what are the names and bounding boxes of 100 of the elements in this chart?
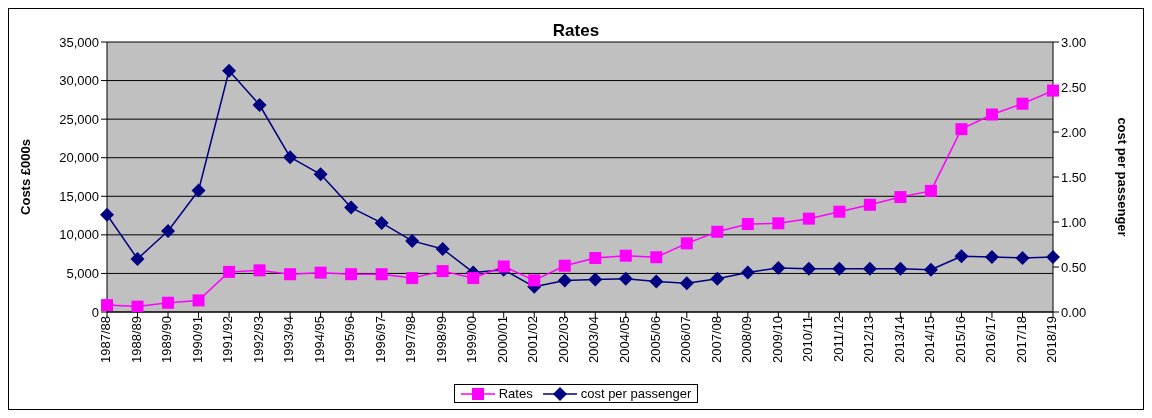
point — [1046, 250, 1060, 265]
point — [802, 212, 815, 225]
point — [833, 205, 846, 218]
point — [161, 224, 176, 238]
point — [192, 294, 205, 307]
point — [130, 251, 145, 266]
x-tick-label: 1988/89 — [128, 316, 144, 363]
point — [618, 271, 633, 286]
point — [345, 268, 358, 281]
point — [923, 262, 938, 277]
point — [374, 215, 389, 230]
point — [863, 198, 876, 211]
x-tick-label: 2002/03 — [555, 316, 571, 363]
y2-tick-label: 0.00 — [1061, 304, 1087, 320]
x-tick-label: 1993/94 — [281, 316, 297, 363]
point — [528, 274, 541, 287]
point — [740, 265, 755, 280]
point — [101, 299, 113, 312]
x-tick-label: 2018/19 — [1044, 316, 1060, 363]
x-tick-label: 2010/11 — [800, 316, 816, 363]
y-tick-label: 10,000 — [59, 227, 99, 243]
point — [253, 264, 266, 277]
point — [406, 272, 419, 285]
x-tick-label: 2016/17 — [983, 316, 999, 363]
point — [252, 98, 267, 112]
x-tick-label: 2011/12 — [830, 316, 846, 363]
point — [435, 242, 450, 256]
x-tick-label: 2000/01 — [494, 316, 510, 363]
y-tick-label: 25,000 — [59, 111, 99, 127]
x-tick-label: 2005/06 — [647, 316, 663, 363]
y2-tick-label: 1.00 — [1061, 214, 1087, 230]
point — [954, 249, 969, 264]
x-tick-label: 1992/93 — [250, 316, 266, 363]
point — [223, 265, 236, 278]
x-tick-label: 2014/15 — [922, 316, 938, 363]
x-tick-label: 1998/99 — [433, 316, 449, 363]
x-tick-label: 2013/14 — [891, 316, 907, 363]
point — [284, 268, 297, 281]
point — [314, 266, 327, 279]
point — [100, 207, 114, 222]
point — [467, 272, 480, 285]
y-axis-title: Costs £000s — [17, 139, 33, 215]
x-tick-label: 2003/04 — [586, 316, 602, 363]
x-tick-label: 2015/16 — [952, 316, 968, 363]
point — [619, 249, 632, 262]
point — [558, 259, 571, 272]
point — [313, 167, 328, 182]
y2-tick-label: 0.50 — [1061, 259, 1087, 275]
point — [711, 225, 724, 238]
y2-tick-label: 2.00 — [1061, 124, 1087, 140]
y2-tick-label: 2.50 — [1061, 79, 1087, 95]
y-tick-label: 35,000 — [59, 34, 99, 50]
x-tick-label: 2009/10 — [769, 316, 785, 363]
point — [679, 276, 694, 291]
x-tick-label: 1989/90 — [159, 316, 175, 363]
x-tick-label: 2008/09 — [739, 316, 755, 363]
y-tick-label: 20,000 — [59, 150, 99, 166]
point — [894, 191, 907, 204]
point — [772, 217, 785, 230]
x-tick-label: 1995/96 — [342, 316, 358, 363]
point — [191, 183, 206, 198]
x-tick-label: 2017/18 — [1013, 316, 1029, 363]
point — [955, 123, 968, 136]
point — [680, 237, 693, 250]
x-tick-label: 1996/97 — [372, 316, 388, 363]
point — [893, 261, 908, 276]
point — [162, 296, 175, 309]
y-tick-label: 30,000 — [59, 73, 99, 89]
y2-tick-label: 1.50 — [1061, 169, 1087, 185]
chart-title: Rates — [552, 21, 600, 40]
point — [771, 260, 786, 275]
point — [497, 260, 510, 273]
y-tick-label: 5,000 — [66, 266, 99, 282]
point — [1047, 84, 1059, 97]
x-tick-label: 2012/13 — [861, 316, 877, 363]
x-tick-label: 1999/00 — [464, 316, 480, 363]
point — [405, 233, 420, 248]
legend-label: Rates — [497, 386, 533, 401]
point — [283, 150, 298, 165]
point — [589, 252, 602, 264]
point — [557, 273, 572, 288]
point — [862, 261, 877, 276]
x-tick-label: 2006/07 — [678, 316, 694, 363]
point — [375, 268, 388, 281]
x-tick-label: 2001/02 — [525, 316, 541, 363]
point — [222, 63, 237, 78]
point — [649, 274, 664, 289]
point — [924, 184, 937, 197]
y2-tick-label: 3.00 — [1061, 34, 1087, 50]
point — [801, 261, 816, 276]
point — [1015, 251, 1030, 265]
y-tick-label: 0 — [91, 304, 99, 320]
x-tick-label: 1990/91 — [189, 316, 205, 363]
point — [984, 250, 999, 265]
x-tick-label: 2007/08 — [708, 316, 724, 363]
point — [741, 218, 754, 231]
point — [344, 200, 359, 215]
point — [588, 272, 603, 287]
point — [436, 265, 449, 278]
x-tick-label: 1991/92 — [220, 316, 236, 363]
